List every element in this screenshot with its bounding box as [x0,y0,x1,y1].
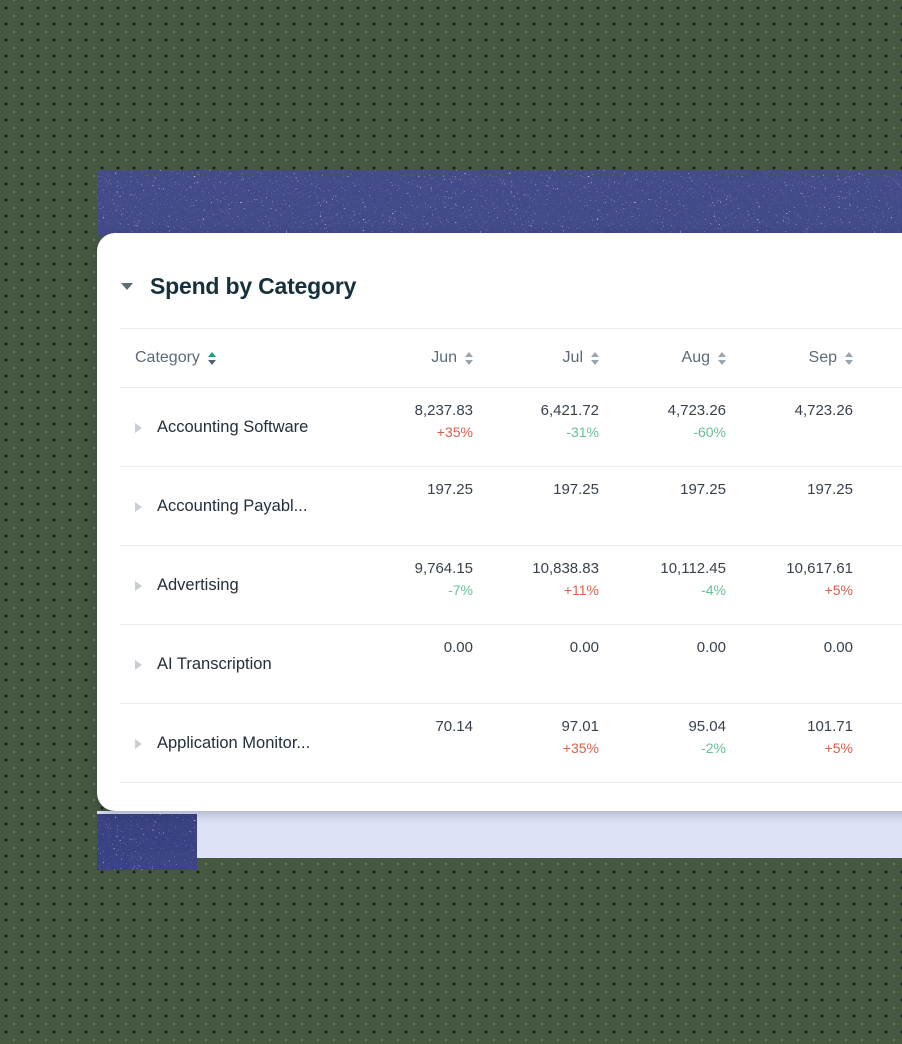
amount-value: 0.00 [696,639,726,656]
column-header-sep[interactable]: Sep [726,349,853,367]
value-cell-jun: 70.14 [375,704,473,783]
category-cell: AI Transcription [135,625,375,704]
category-cell: Accounting Payabl... [135,467,375,546]
value-cell-jul: 10,838.83 +11% [473,546,599,625]
column-label-sep: Sep [808,349,837,366]
table-header-row: Category Jun Jul Aug Sep [97,328,902,388]
amount-value: 197.25 [807,481,853,498]
value-cell-sep: 197.25 [726,467,853,546]
column-header-jul[interactable]: Jul [473,349,599,367]
glitch-patch-bottom-left [97,814,197,870]
expand-caret-icon[interactable] [135,659,142,670]
amount-value: 10,838.83 [532,560,599,577]
category-cell: Accounting Software [135,388,375,467]
table-row[interactable]: Advertising 9,764.15 -7% 10,838.83 +11% … [97,546,902,625]
table-body: Accounting Software 8,237.83 +35% 6,421.… [97,388,902,783]
category-name: Accounting Payabl... [157,497,308,515]
column-label-jun: Jun [431,349,457,366]
table-row[interactable]: AI Transcription 0.00 0.00 0.00 0.00 [97,625,902,704]
amount-value: 0.00 [569,639,599,656]
card-title: Spend by Category [150,273,357,299]
sort-icon-jul [591,351,599,365]
expand-caret-icon[interactable] [135,580,142,591]
value-cell-aug: 10,112.45 -4% [599,546,726,625]
category-cell: Advertising [135,546,375,625]
value-cell-jul: 97.01 +35% [473,704,599,783]
change-badge: +5% [824,582,853,598]
column-header-jun[interactable]: Jun [375,349,473,367]
category-name: AI Transcription [157,655,272,673]
value-cell-sep: 0.00 [726,625,853,704]
change-badge: +5% [824,740,853,756]
change-badge: +35% [436,424,473,440]
value-cell-aug: 95.04 -2% [599,704,726,783]
amount-value: 10,112.45 [660,560,726,577]
change-badge: -31% [566,424,599,440]
amount-value: 8,237.83 [414,402,473,419]
value-cell-jul: 0.00 [473,625,599,704]
column-header-category[interactable]: Category [135,349,375,367]
spend-by-category-card: Spend by Category Category Jun Jul Aug S… [97,233,902,811]
glitch-patch-white [130,852,197,870]
value-cell-jun: 9,764.15 -7% [375,546,473,625]
column-label-aug: Aug [681,349,710,366]
value-cell-jul: 197.25 [473,467,599,546]
category-name: Application Monitor... [157,734,311,752]
column-label-category: Category [135,349,200,366]
table-row[interactable]: Application Monitor... 70.14 97.01 +35% … [97,704,902,783]
glitch-band-top [97,170,902,236]
value-cell-aug: 4,723.26 -60% [599,388,726,467]
value-cell-jun: 8,237.83 +35% [375,388,473,467]
sort-icon-category [207,351,216,365]
amount-value: 101.71 [807,718,853,735]
amount-value: 0.00 [823,639,853,656]
expand-caret-icon[interactable] [135,422,142,433]
category-name: Accounting Software [157,418,309,436]
value-cell-sep: 4,723.26 [726,388,853,467]
change-badge: +35% [562,740,599,756]
category-name: Advertising [157,576,239,594]
change-badge: +11% [563,582,599,598]
amount-value: 70.14 [435,718,473,735]
value-cell-sep: 101.71 +5% [726,704,853,783]
value-cell-jun: 0.00 [375,625,473,704]
amount-value: 10,617.61 [786,560,853,577]
card-header: Spend by Category [97,233,902,328]
value-cell-sep: 10,617.61 +5% [726,546,853,625]
table-row[interactable]: Accounting Payabl... 197.25 197.25 197.2… [97,467,902,546]
sort-icon-aug [718,351,726,365]
bottom-strip [97,811,902,858]
amount-value: 197.25 [427,481,473,498]
amount-value: 4,723.26 [667,402,726,419]
sort-icon-jun [465,351,473,365]
amount-value: 4,723.26 [794,402,853,419]
amount-value: 9,764.15 [414,560,473,577]
category-cell: Application Monitor... [135,704,375,783]
table-row[interactable]: Accounting Software 8,237.83 +35% 6,421.… [97,388,902,467]
amount-value: 95.04 [688,718,726,735]
column-header-aug[interactable]: Aug [599,349,726,367]
sort-icon-sep [845,351,853,365]
value-cell-jul: 6,421.72 -31% [473,388,599,467]
change-badge: -4% [701,582,726,598]
collapse-chevron-icon[interactable] [121,283,133,290]
amount-value: 6,421.72 [540,402,599,419]
expand-caret-icon[interactable] [135,501,142,512]
value-cell-aug: 197.25 [599,467,726,546]
value-cell-jun: 197.25 [375,467,473,546]
change-badge: -2% [701,740,726,756]
amount-value: 197.25 [553,481,599,498]
column-label-jul: Jul [562,349,583,366]
change-badge: -7% [448,582,473,598]
amount-value: 97.01 [561,718,599,735]
expand-caret-icon[interactable] [135,738,142,749]
change-badge: -60% [693,424,726,440]
amount-value: 0.00 [443,639,473,656]
amount-value: 197.25 [680,481,726,498]
value-cell-aug: 0.00 [599,625,726,704]
